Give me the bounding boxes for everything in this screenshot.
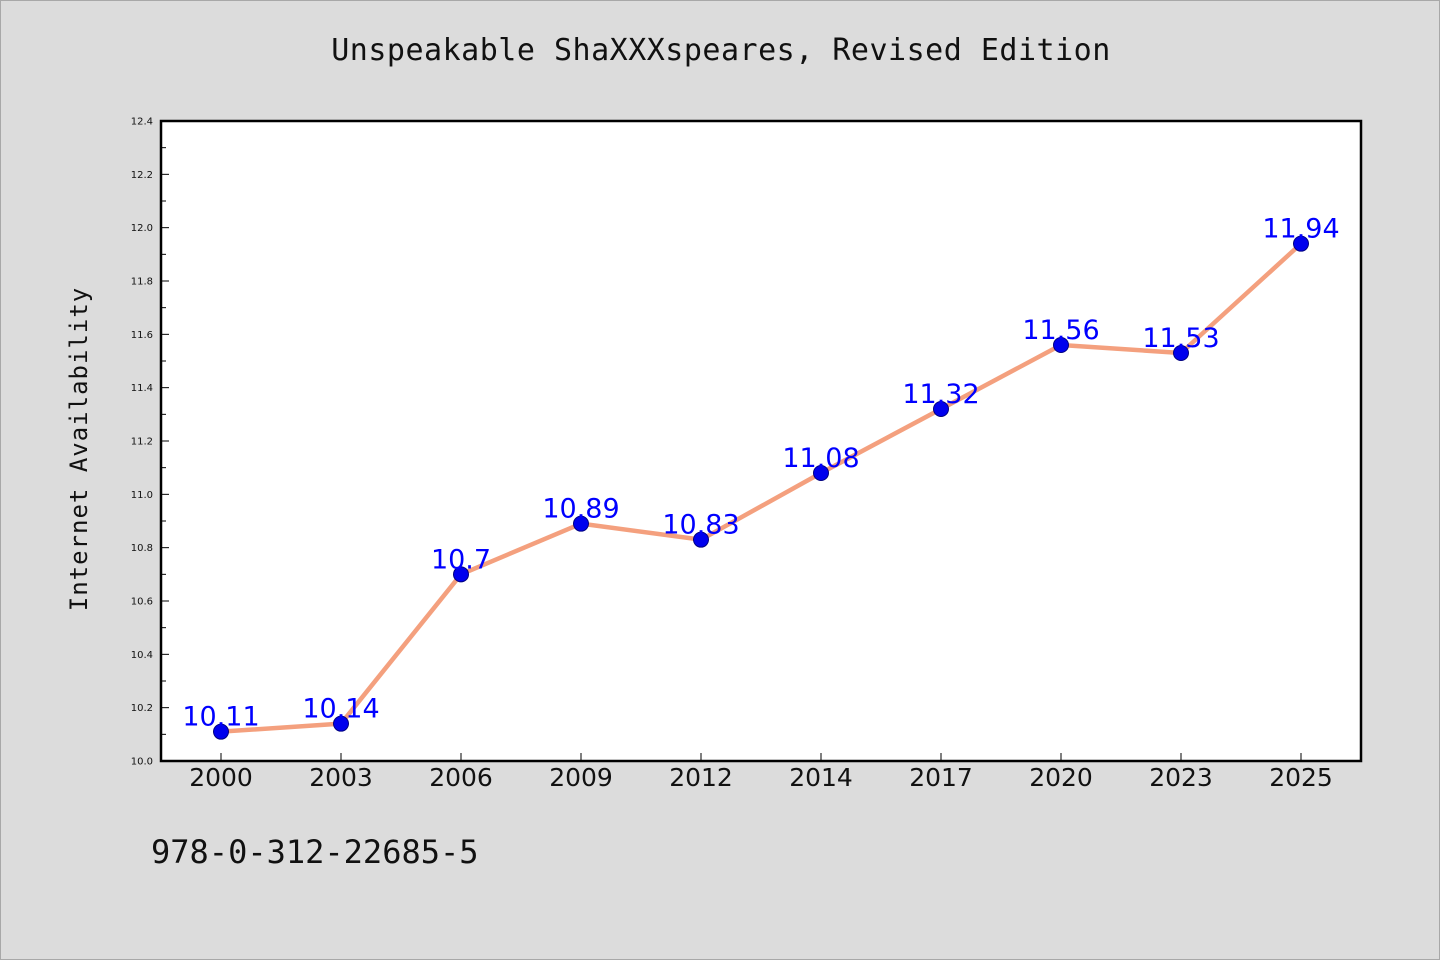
data-point <box>573 515 589 532</box>
data-label: 10.7 <box>431 544 491 575</box>
x-tick-label: 2014 <box>789 763 853 792</box>
data-label: 11.94 <box>1262 214 1339 245</box>
x-tick-label: 2023 <box>1149 763 1213 792</box>
x-tick-label: 2003 <box>309 763 373 792</box>
series-line <box>218 241 1304 734</box>
data-label: 10.11 <box>182 702 259 733</box>
data-point <box>813 465 829 481</box>
y-tick-label: 11.4 <box>131 383 153 394</box>
y-tick-label: 11.0 <box>131 490 153 501</box>
data-label: 11.56 <box>1022 315 1099 346</box>
y-tick-label: 10.2 <box>131 703 153 714</box>
y-tick-label: 11.2 <box>131 437 153 448</box>
data-point <box>693 531 709 548</box>
data-point <box>1173 345 1189 361</box>
x-tick-label: 2009 <box>549 763 613 792</box>
y-tick-label: 10.0 <box>131 757 153 768</box>
isbn-text: 978-0-312-22685-5 <box>151 833 479 871</box>
y-tick-label: 12.4 <box>131 117 153 128</box>
y-axis-label: Internet Availability <box>65 287 93 611</box>
data-point <box>213 723 229 740</box>
x-tick-label: 2017 <box>909 763 973 792</box>
x-tick-label: 2006 <box>429 763 493 792</box>
y-tick-label: 10.4 <box>131 650 153 661</box>
data-label: 10.83 <box>662 510 739 541</box>
y-tick-label: 12.0 <box>131 223 153 234</box>
y-axis: 10.0 10.2 10.4 10.6 10.8 11.0 11.2 11.4 11.6 11.8… <box>131 117 169 768</box>
x-tick-label: 2012 <box>669 763 733 792</box>
x-tick-label: 2000 <box>189 763 253 792</box>
data-point <box>333 715 349 732</box>
x-axis: 2000 2003 2006 2009 2012 2014 2017 2020 2023 2025 <box>189 753 1333 792</box>
data-point <box>1053 337 1069 353</box>
y-tick-label: 10.6 <box>131 597 153 608</box>
y-tick-label: 12.2 <box>131 170 153 181</box>
x-tick-label: 2025 <box>1269 763 1333 792</box>
data-label: 11.53 <box>1142 323 1219 354</box>
series-group: 10.11 10.14 10.7 10.89 10.83 11.08 11.32 11.56 1… <box>182 214 1340 740</box>
data-label: 10.14 <box>302 694 379 725</box>
data-label: 11.08 <box>782 443 859 474</box>
data-label: 11.32 <box>902 379 979 410</box>
y-tick-label: 11.6 <box>131 330 153 341</box>
plot-area <box>159 119 1363 763</box>
y-tick-label: 11.8 <box>131 277 153 288</box>
data-label: 10.89 <box>542 494 619 525</box>
data-point <box>933 401 949 417</box>
x-tick-label: 2020 <box>1029 763 1093 792</box>
y-tick-label: 10.8 <box>131 543 153 554</box>
chart-title: Unspeakable ShaXXXspeares, Revised Editi… <box>331 33 1111 68</box>
data-point <box>453 566 469 583</box>
data-point <box>1293 235 1309 252</box>
